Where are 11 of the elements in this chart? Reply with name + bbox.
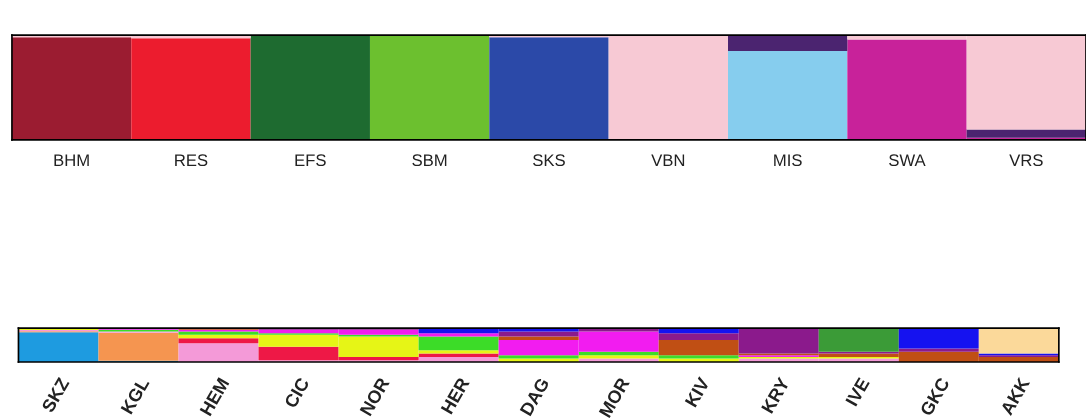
x-tick-label: BHM — [54, 154, 89, 166]
x-tick-label: RES — [175, 154, 208, 167]
x-tick-label: VBN — [651, 154, 685, 166]
x-tick-label: SBM — [412, 154, 447, 167]
x-tick-label: EFS — [295, 154, 326, 167]
x-tick-label: SWA — [889, 154, 926, 167]
x-tick-label: CIC — [283, 376, 310, 409]
x-tick-label: SKS — [533, 154, 565, 167]
x-tick-label: IVE — [845, 376, 870, 407]
x-tick-label: VRS — [1009, 154, 1043, 167]
x-tick-label: MIS — [774, 154, 802, 167]
